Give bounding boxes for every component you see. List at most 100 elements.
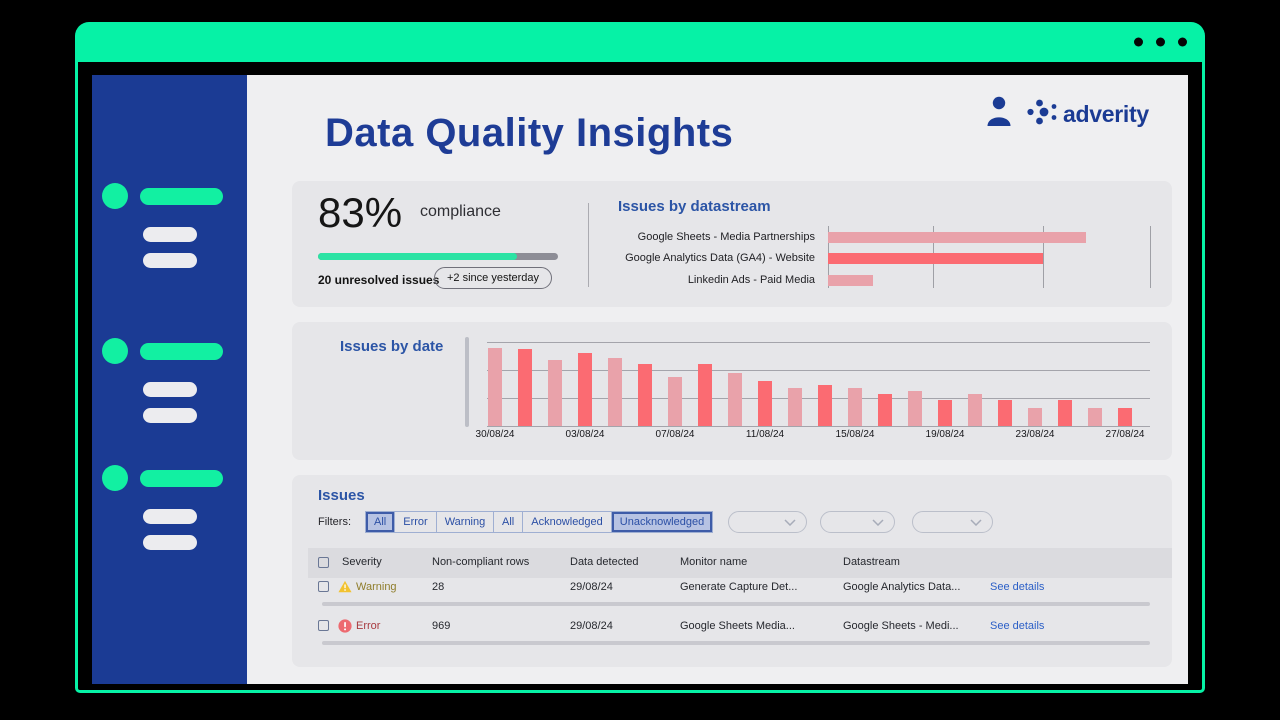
main-content: Data Quality Insights [247, 75, 1188, 684]
gridline [1150, 226, 1151, 288]
filter-dropdown[interactable] [912, 511, 993, 533]
gridline [487, 370, 1150, 371]
date-bar [848, 388, 862, 426]
filter-dropdown[interactable] [728, 511, 807, 533]
see-details-link[interactable]: See details [990, 620, 1045, 632]
date-bar [788, 388, 802, 426]
row-separator [322, 641, 1150, 645]
severity-cell: Error [356, 620, 381, 632]
datastream-chart-title: Issues by datastream [618, 198, 771, 215]
see-details-link[interactable]: See details [990, 581, 1045, 593]
sidebar-nav [92, 75, 247, 684]
date-bar [998, 400, 1012, 426]
issues-card: Issues Filters: All Error Warning All Ackno… [292, 475, 1172, 667]
date-tick-label: 07/08/24 [655, 429, 695, 440]
cell-datastream: Google Analytics Data... [843, 581, 961, 593]
cell-monitor-name: Generate Capture Det... [680, 581, 798, 593]
warning-icon [338, 580, 352, 593]
gridline [1043, 226, 1044, 288]
date-bar [638, 364, 652, 426]
date-bar [1028, 408, 1042, 426]
date-bar [1118, 408, 1132, 426]
date-bar [698, 364, 712, 426]
date-bar [758, 381, 772, 426]
error-icon [338, 619, 352, 633]
window-control-dot[interactable] [1134, 37, 1143, 47]
sidebar-item-primary[interactable] [140, 470, 223, 487]
sidebar-item-secondary[interactable] [143, 382, 197, 397]
filter-severity-all[interactable]: All [366, 512, 396, 532]
card-divider [465, 337, 469, 427]
sidebar-item-secondary[interactable] [143, 535, 197, 550]
cell-data-detected: 29/08/24 [570, 581, 613, 593]
date-tick-label: 15/08/24 [835, 429, 875, 440]
date-bar [578, 353, 592, 426]
filter-severity-error[interactable]: Error [395, 512, 437, 532]
chevron-down-icon [970, 518, 982, 526]
date-tick-label: 03/08/24 [565, 429, 605, 440]
select-all-checkbox[interactable] [318, 557, 329, 568]
issues-by-date-card: Issues by date 30/08/24 03/08/24 07/08/24 1… [292, 322, 1172, 460]
compliance-label: compliance [420, 203, 501, 220]
datastream-bar [828, 253, 1043, 264]
page-title: Data Quality Insights [325, 111, 734, 155]
compliance-progress-fill [318, 253, 518, 260]
date-bar [1058, 400, 1072, 426]
filter-ack-acknowledged[interactable]: Acknowledged [523, 512, 612, 532]
date-bar [938, 400, 952, 426]
column-header: Non-compliant rows [432, 556, 530, 568]
date-bar [668, 377, 682, 426]
sidebar-item-secondary[interactable] [143, 253, 197, 268]
filters-label: Filters: [318, 516, 351, 528]
acknowledgement-filter-group: All Acknowledged Unacknowledged [493, 511, 714, 533]
datastream-bar-label: Google Sheets - Media Partnerships [637, 231, 815, 243]
card-divider [588, 203, 589, 287]
date-bar [908, 391, 922, 426]
gridline [487, 426, 1150, 427]
filter-ack-unacknowledged[interactable]: Unacknowledged [611, 512, 713, 532]
window-control-dot[interactable] [1178, 37, 1187, 47]
cell-non-compliant-rows: 28 [432, 581, 445, 593]
filter-severity-warning[interactable]: Warning [444, 516, 486, 528]
sidebar-item-secondary[interactable] [143, 408, 197, 423]
sidebar-item-primary[interactable] [140, 188, 223, 205]
row-checkbox[interactable] [318, 581, 329, 592]
filter-dropdown[interactable] [820, 511, 895, 533]
severity-icon-wrap [338, 580, 352, 594]
app-content: Data Quality Insights [92, 75, 1188, 684]
row-checkbox[interactable] [318, 620, 329, 631]
severity-icon-wrap [338, 619, 352, 633]
date-bar [728, 373, 742, 426]
chevron-down-icon [784, 518, 796, 526]
cell-datastream: Google Sheets - Medi... [843, 620, 959, 632]
adverity-logo-mark-icon [1026, 97, 1058, 132]
sidebar-item-secondary[interactable] [143, 509, 197, 524]
sidebar-bullet-icon[interactable] [102, 465, 128, 491]
sidebar-bullet-icon[interactable] [102, 338, 128, 364]
date-tick-label: 27/08/24 [1105, 429, 1145, 440]
sidebar-bullet-icon[interactable] [102, 183, 128, 209]
column-header: Severity [342, 556, 382, 568]
date-bar [548, 360, 562, 426]
datastream-bar [828, 275, 873, 286]
severity-filter-group: All Error Warning [365, 511, 495, 533]
severity-cell: Warning [356, 581, 397, 593]
date-bar [968, 394, 982, 426]
column-header: Monitor name [680, 556, 748, 568]
column-header: Datastream [843, 556, 900, 568]
compliance-percent: 83% [318, 189, 403, 236]
cell-monitor-name: Google Sheets Media... [680, 620, 795, 632]
datastream-bar [828, 232, 1086, 243]
sidebar-item-secondary[interactable] [143, 227, 197, 242]
date-tick-label: 11/08/24 [745, 429, 785, 440]
window-control-dot[interactable] [1156, 37, 1165, 47]
sidebar-item-primary[interactable] [140, 343, 223, 360]
user-avatar-icon[interactable] [984, 95, 1014, 132]
datastream-bar-label: Google Analytics Data (GA4) - Website [625, 252, 815, 264]
gridline [487, 342, 1150, 343]
filter-ack-all[interactable]: All [494, 512, 524, 532]
compliance-card: 83% compliance 20 unresolved issues +2 s… [292, 181, 1172, 307]
datastream-bar-label: Linkedin Ads - Paid Media [687, 274, 815, 286]
since-yesterday-badge: +2 since yesterday [434, 267, 553, 289]
